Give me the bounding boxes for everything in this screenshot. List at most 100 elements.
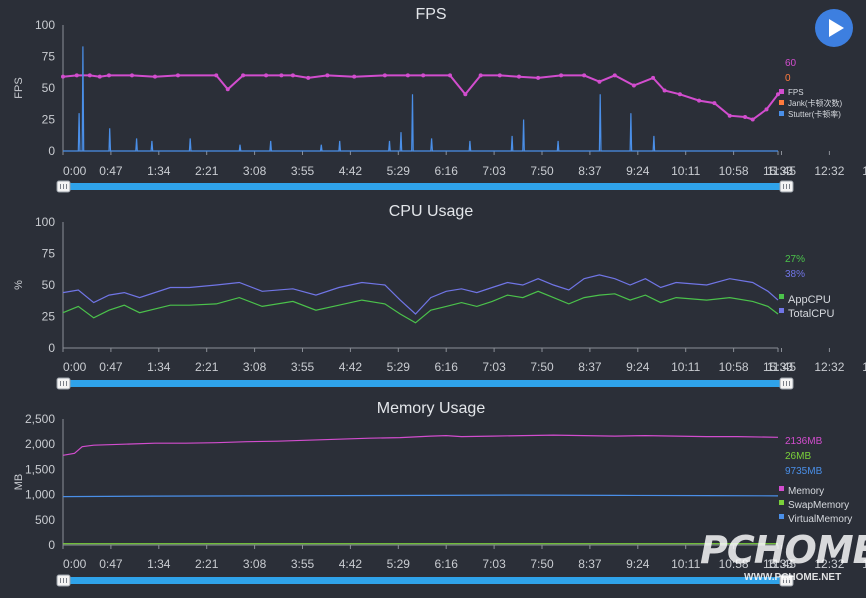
x-tick-label: 11:45 (767, 164, 796, 178)
fps-point (106, 73, 111, 78)
x-tick-label: 10:11 (671, 557, 700, 571)
y-tick-label: 1,500 (25, 462, 55, 476)
x-tick-label: 6:16 (435, 360, 459, 374)
x-tick-label: 9:24 (626, 164, 650, 178)
fps-point (306, 75, 311, 80)
x-tick-label: 0:47 (99, 557, 123, 571)
fps-point (87, 73, 92, 78)
x-tick-label: 8:37 (578, 557, 602, 571)
legend-swatch (779, 500, 784, 505)
series-line-appcpu (62, 290, 779, 324)
x-tick-label: 7:50 (530, 557, 554, 571)
fps-point (214, 73, 219, 78)
legend-swatch (779, 486, 784, 491)
legend-label: Memory (788, 486, 824, 497)
legend-label: AppCPU (788, 294, 831, 306)
fps-point (463, 92, 468, 97)
series-line-stutter (63, 46, 778, 152)
legend-label: VirtualMemory (788, 514, 852, 525)
fps-point (325, 73, 330, 78)
y-axis-label: MB (13, 474, 25, 491)
fps-point (152, 74, 157, 79)
fps-point (290, 73, 295, 78)
play-button[interactable] (815, 9, 853, 47)
x-tick-label: 1:34 (147, 164, 171, 178)
y-tick-label: 1,000 (25, 488, 55, 502)
x-tick-label: 2:21 (195, 360, 219, 374)
fps-point (631, 83, 636, 88)
range-slider-track (63, 183, 791, 190)
x-tick-label: 1:34 (147, 557, 171, 571)
fps-point (97, 74, 102, 79)
fps-point (421, 73, 426, 78)
x-tick-label: 3:08 (243, 557, 267, 571)
x-tick-label: 7:50 (530, 360, 554, 374)
x-tick-label: 0:00 (63, 557, 87, 571)
y-tick-label: 0 (48, 144, 55, 158)
fps-point (264, 73, 269, 78)
x-tick-label: 9:24 (626, 557, 650, 571)
x-tick-label: 13:19 (862, 557, 866, 571)
x-tick-label: 12:32 (814, 164, 844, 178)
x-tick-label: 5:29 (387, 557, 411, 571)
fps-point (559, 73, 564, 78)
y-tick-label: 0 (48, 538, 55, 552)
x-tick-label: 7:03 (482, 360, 506, 374)
legend-swatch (779, 294, 784, 299)
x-tick-label: 10:58 (719, 164, 749, 178)
x-tick-label: 1:34 (147, 360, 171, 374)
x-tick-label: 3:55 (291, 557, 315, 571)
y-tick-label: 25 (42, 310, 56, 324)
x-tick-label: 11:45 (767, 557, 796, 571)
x-tick-label: 10:58 (719, 360, 749, 374)
fps-point (352, 74, 357, 79)
x-tick-label: 4:42 (339, 164, 363, 178)
fps-point (225, 87, 230, 92)
series-line-virtualmemory (62, 494, 779, 498)
chart-title: FPS (415, 6, 446, 23)
y-tick-label: 2,000 (25, 437, 55, 451)
fps-point (697, 98, 702, 103)
legend-swatch (779, 89, 784, 94)
y-tick-label: 2,500 (25, 412, 55, 426)
y-tick-label: 75 (42, 50, 56, 64)
fps-point (74, 73, 79, 78)
x-tick-label: 3:55 (291, 164, 315, 178)
x-tick-label: 13:19 (862, 360, 866, 374)
x-tick-label: 8:37 (578, 360, 602, 374)
y-tick-label: 500 (35, 513, 55, 527)
x-tick-label: 10:11 (671, 164, 700, 178)
y-tick-label: 0 (48, 341, 55, 355)
current-value-label: 60 (785, 58, 797, 69)
legend-swatch (779, 308, 784, 313)
fps-point (405, 73, 410, 78)
fps-point (448, 73, 453, 78)
x-tick-label: 0:47 (99, 164, 123, 178)
fps-point (279, 73, 284, 78)
fps-point (743, 114, 748, 119)
x-tick-label: 5:29 (387, 164, 411, 178)
fps-point (175, 73, 180, 78)
fps-point (516, 74, 521, 79)
y-tick-label: 75 (42, 247, 56, 261)
chart-title: Memory Usage (377, 400, 486, 417)
fps-point (651, 75, 656, 80)
legend-label: TotalCPU (788, 308, 835, 320)
fps-point (662, 88, 667, 93)
x-tick-label: 13:19 (862, 164, 866, 178)
fps-point (241, 73, 246, 78)
x-tick-label: 3:08 (243, 360, 267, 374)
fps-point (478, 73, 483, 78)
x-tick-label: 2:21 (195, 557, 219, 571)
x-tick-label: 0:47 (99, 360, 123, 374)
series-line-memory (62, 434, 779, 456)
fps-point (61, 74, 65, 79)
fps-point (382, 73, 387, 78)
x-tick-label: 10:11 (671, 360, 700, 374)
y-tick-label: 25 (42, 113, 56, 127)
x-tick-label: 7:03 (482, 164, 506, 178)
legend-label: FPS (788, 88, 804, 97)
range-slider-track (63, 380, 791, 387)
series-line-fps (62, 74, 779, 121)
